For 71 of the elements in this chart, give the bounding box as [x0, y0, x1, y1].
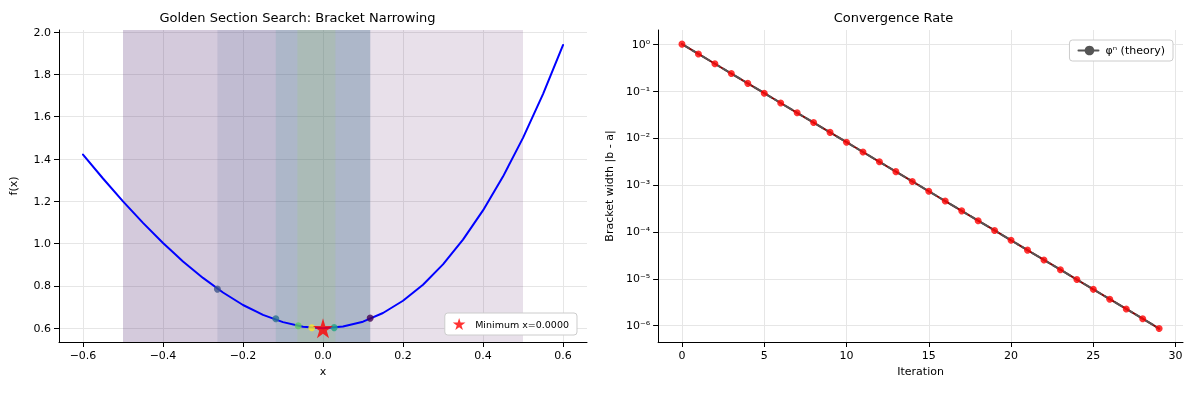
y-tick-label: 0.6	[33, 321, 51, 335]
point	[366, 314, 374, 322]
point	[875, 158, 883, 166]
x-tick-label: 20	[1004, 349, 1019, 362]
y-tick-label: 0.8	[33, 279, 51, 293]
x-tick-label: −0.2	[229, 349, 257, 362]
point	[213, 285, 221, 293]
x-axis-title: x	[319, 365, 327, 378]
point	[1007, 236, 1015, 244]
x-tick-label: 0.2	[394, 349, 412, 362]
point	[810, 119, 818, 127]
chart-title: Convergence Rate	[833, 10, 954, 25]
y-tick-label: 2.0	[33, 25, 51, 39]
x-tick-label: 30	[1168, 349, 1183, 362]
chart-title: Golden Section Search: Bracket Narrowing	[159, 10, 436, 25]
point	[330, 324, 338, 332]
x-tick-label: 25	[1086, 349, 1101, 362]
x-tick-label: 10	[839, 349, 854, 362]
point	[1073, 276, 1081, 284]
point	[958, 207, 966, 215]
point	[974, 217, 982, 225]
point	[760, 89, 768, 97]
point	[925, 187, 933, 195]
point	[1155, 325, 1163, 333]
x-tick-label: 0.4	[474, 349, 492, 362]
x-tick-label: −0.6	[69, 349, 97, 362]
point	[843, 138, 851, 146]
x-tick-label: 5	[760, 349, 768, 362]
y-tick-label: 1.6	[33, 110, 51, 124]
y-tick-label: 10⁰	[631, 37, 651, 51]
point	[727, 70, 735, 78]
point	[744, 79, 752, 87]
point	[1122, 305, 1130, 313]
y-axis-title: Bracket width |b - a|	[603, 130, 616, 242]
x-axis-title: Iteration	[897, 365, 944, 378]
point	[908, 177, 916, 185]
point	[694, 50, 702, 58]
y-tick-label: 10⁻³	[625, 178, 651, 192]
y-tick-label: 1.8	[33, 67, 51, 81]
y-tick-label: 1.0	[33, 237, 51, 251]
point	[826, 128, 834, 136]
x-tick-label: 15	[921, 349, 936, 362]
y-tick-label: 10⁻⁵	[625, 272, 651, 286]
y-tick-label: 10⁻⁶	[625, 319, 651, 333]
y-tick-label: 10⁻⁴	[625, 225, 651, 239]
point	[313, 318, 333, 339]
point	[777, 99, 785, 107]
point	[711, 60, 719, 68]
point	[892, 168, 900, 176]
y-tick-label: 1.2	[33, 194, 51, 208]
point	[294, 322, 302, 330]
point	[1089, 285, 1097, 293]
y-tick-label: 10⁻¹	[625, 84, 651, 98]
x-tick-label: 0	[678, 349, 686, 362]
y-tick-label: 10⁻²	[625, 131, 651, 145]
x-tick-label: 0.0	[314, 349, 332, 362]
x-tick-label: −0.4	[149, 349, 177, 362]
point	[1056, 266, 1064, 274]
x-tick-label: 0.6	[554, 349, 572, 362]
point	[991, 226, 999, 234]
legend-label: Minimum x=0.0000	[475, 318, 570, 330]
y-tick-label: 1.4	[33, 152, 51, 166]
point	[1139, 315, 1147, 323]
point	[308, 324, 316, 332]
point	[793, 109, 801, 117]
point	[941, 197, 949, 205]
legend-label: φⁿ (theory)	[1105, 44, 1166, 57]
point	[1024, 246, 1032, 254]
point	[1106, 295, 1114, 303]
y-axis-title: f(x)	[7, 176, 20, 196]
point	[272, 315, 280, 323]
